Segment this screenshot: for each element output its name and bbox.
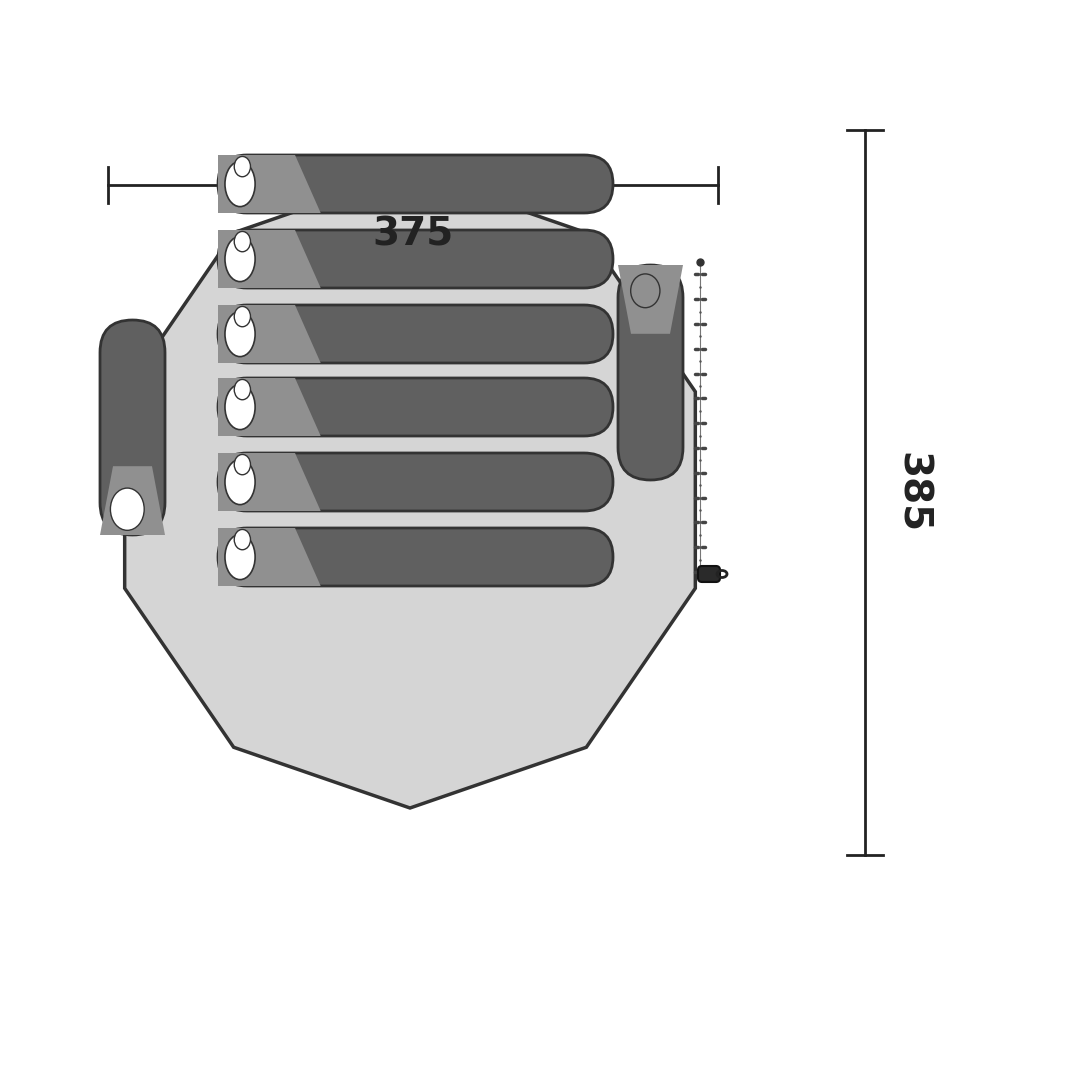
Ellipse shape: [234, 455, 251, 475]
Ellipse shape: [234, 379, 251, 400]
FancyBboxPatch shape: [218, 230, 613, 288]
FancyBboxPatch shape: [698, 566, 720, 582]
Ellipse shape: [631, 274, 660, 308]
Ellipse shape: [225, 535, 255, 580]
FancyBboxPatch shape: [218, 305, 613, 363]
Polygon shape: [100, 467, 165, 535]
Polygon shape: [124, 172, 696, 808]
Polygon shape: [218, 156, 321, 213]
Polygon shape: [618, 265, 683, 334]
FancyBboxPatch shape: [618, 265, 683, 480]
Text: 375: 375: [373, 215, 454, 253]
Polygon shape: [218, 453, 321, 511]
Polygon shape: [625, 300, 665, 322]
Polygon shape: [218, 305, 321, 363]
Ellipse shape: [225, 459, 255, 504]
Ellipse shape: [234, 307, 251, 327]
Ellipse shape: [225, 311, 255, 356]
FancyBboxPatch shape: [218, 528, 613, 586]
Ellipse shape: [110, 488, 145, 530]
Ellipse shape: [225, 384, 255, 430]
Text: 385: 385: [893, 451, 931, 534]
Ellipse shape: [234, 529, 251, 550]
Ellipse shape: [225, 237, 255, 282]
FancyBboxPatch shape: [100, 320, 165, 535]
Ellipse shape: [234, 157, 251, 177]
Polygon shape: [218, 230, 321, 288]
FancyBboxPatch shape: [218, 156, 613, 213]
FancyBboxPatch shape: [218, 378, 613, 436]
Ellipse shape: [234, 231, 251, 252]
FancyBboxPatch shape: [218, 453, 613, 511]
Polygon shape: [218, 378, 321, 436]
Ellipse shape: [225, 161, 255, 206]
Polygon shape: [218, 528, 321, 586]
